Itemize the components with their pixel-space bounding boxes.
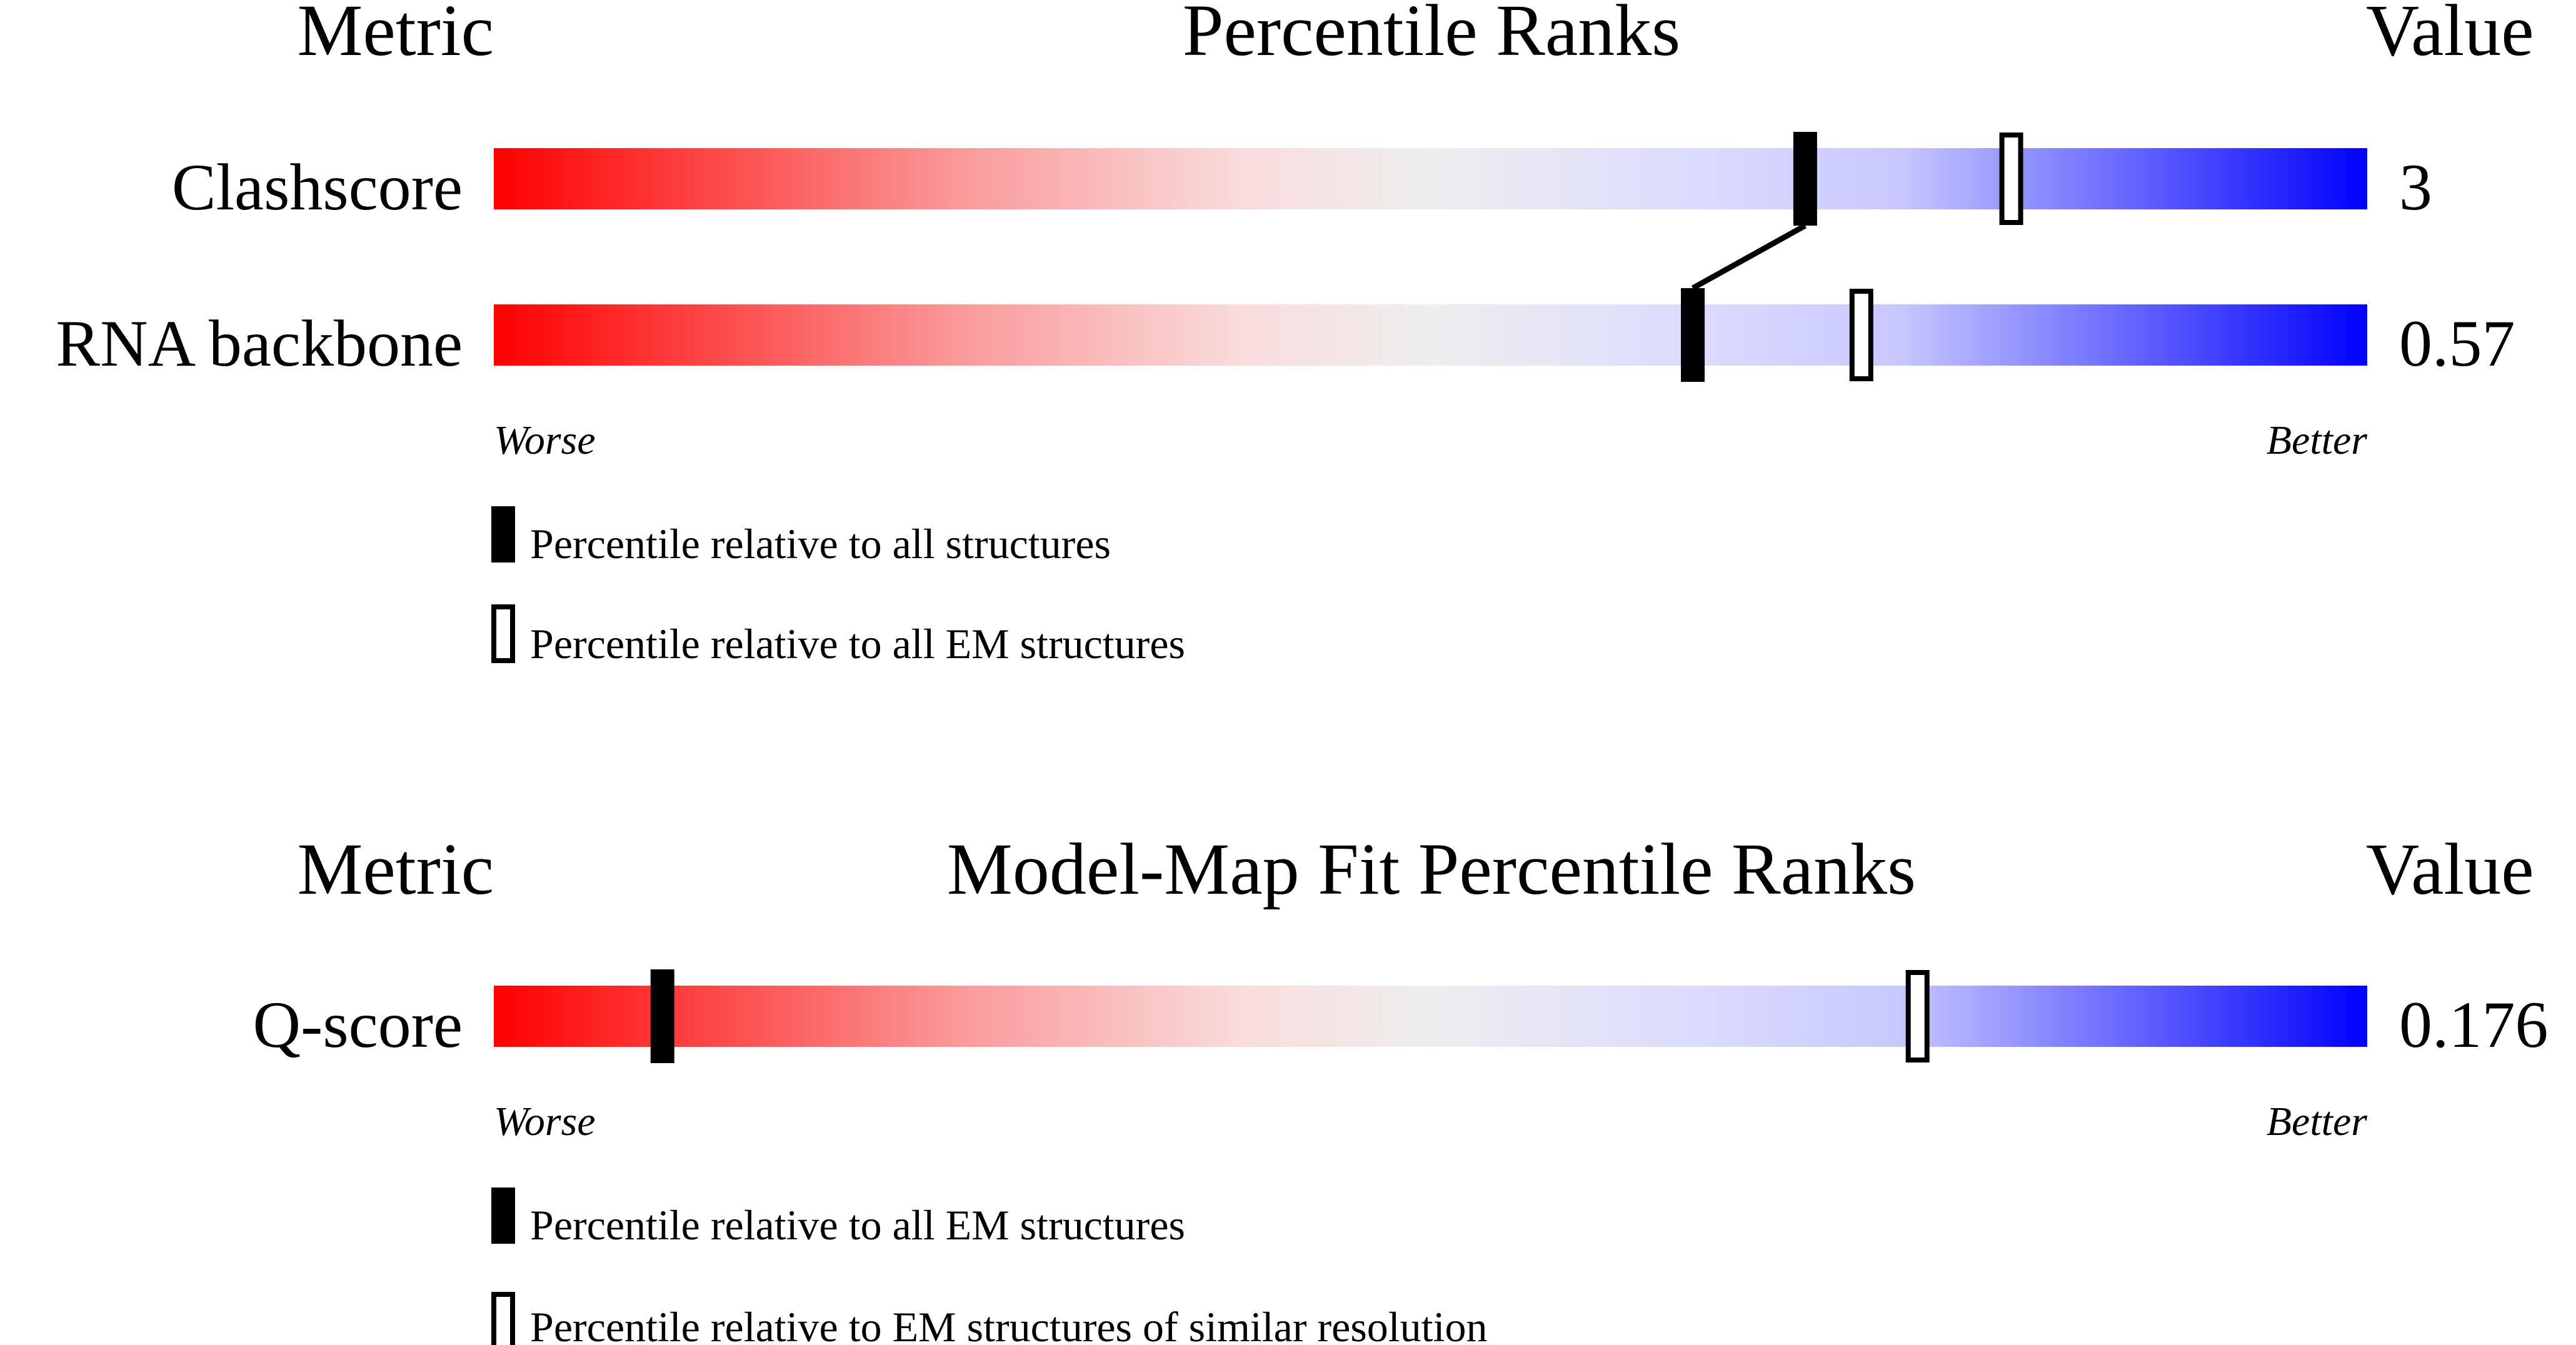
metric-label-clashscore: Clashscore [172, 151, 463, 224]
legend-filled-swatch-2 [491, 1188, 515, 1244]
panel-percentile-ranks: Metric Percentile Ranks Value Clashscore… [56, 0, 2533, 668]
gradient-bar-q-score [494, 986, 2367, 1047]
header-value: Value [2366, 0, 2534, 71]
axis-worse-label-2: Worse [494, 1099, 596, 1144]
connector-all-structures [1691, 223, 1807, 291]
value-clashscore: 3 [2399, 151, 2432, 224]
marker-em-clashscore [1999, 132, 2023, 225]
header-value-2: Value [2366, 828, 2534, 910]
value-q-score: 0.176 [2399, 988, 2548, 1061]
legend-label-open: Percentile relative to all EM structures [530, 620, 1185, 668]
legend-open-swatch-2 [491, 1292, 515, 1345]
axis-worse-label: Worse [494, 418, 596, 463]
value-rna-backbone: 0.57 [2399, 307, 2515, 380]
metric-label-q-score: Q-score [253, 988, 463, 1061]
marker-all-rna-backbone [1681, 288, 1705, 382]
gradient-bar-clashscore [494, 148, 2367, 209]
marker-all-em-q-score [650, 969, 674, 1063]
legend-label-open-2: Percentile relative to EM structures of … [530, 1303, 1487, 1345]
header-title-2: Model-Map Fit Percentile Ranks [947, 828, 1916, 910]
legend-open-swatch [491, 604, 515, 663]
panel-model-map-fit: Metric Model-Map Fit Percentile Ranks Va… [253, 828, 2548, 1345]
metric-label-rna-backbone: RNA backbone [56, 307, 463, 380]
gradient-bar-rna-backbone [494, 304, 2367, 366]
header-title: Percentile Ranks [1183, 0, 1680, 71]
header-metric: Metric [297, 0, 494, 71]
axis-better-label-2: Better [2267, 1099, 2368, 1144]
legend-label-filled: Percentile relative to all structures [530, 520, 1111, 568]
marker-em-rna-backbone [1849, 289, 1873, 381]
legend-filled-swatch [491, 506, 515, 562]
header-metric-2: Metric [297, 828, 494, 910]
marker-all-clashscore [1793, 132, 1817, 226]
marker-similar-resolution-q-score [1905, 970, 1930, 1062]
legend-label-filled-2: Percentile relative to all EM structures [530, 1201, 1185, 1249]
axis-better-label: Better [2267, 418, 2368, 463]
